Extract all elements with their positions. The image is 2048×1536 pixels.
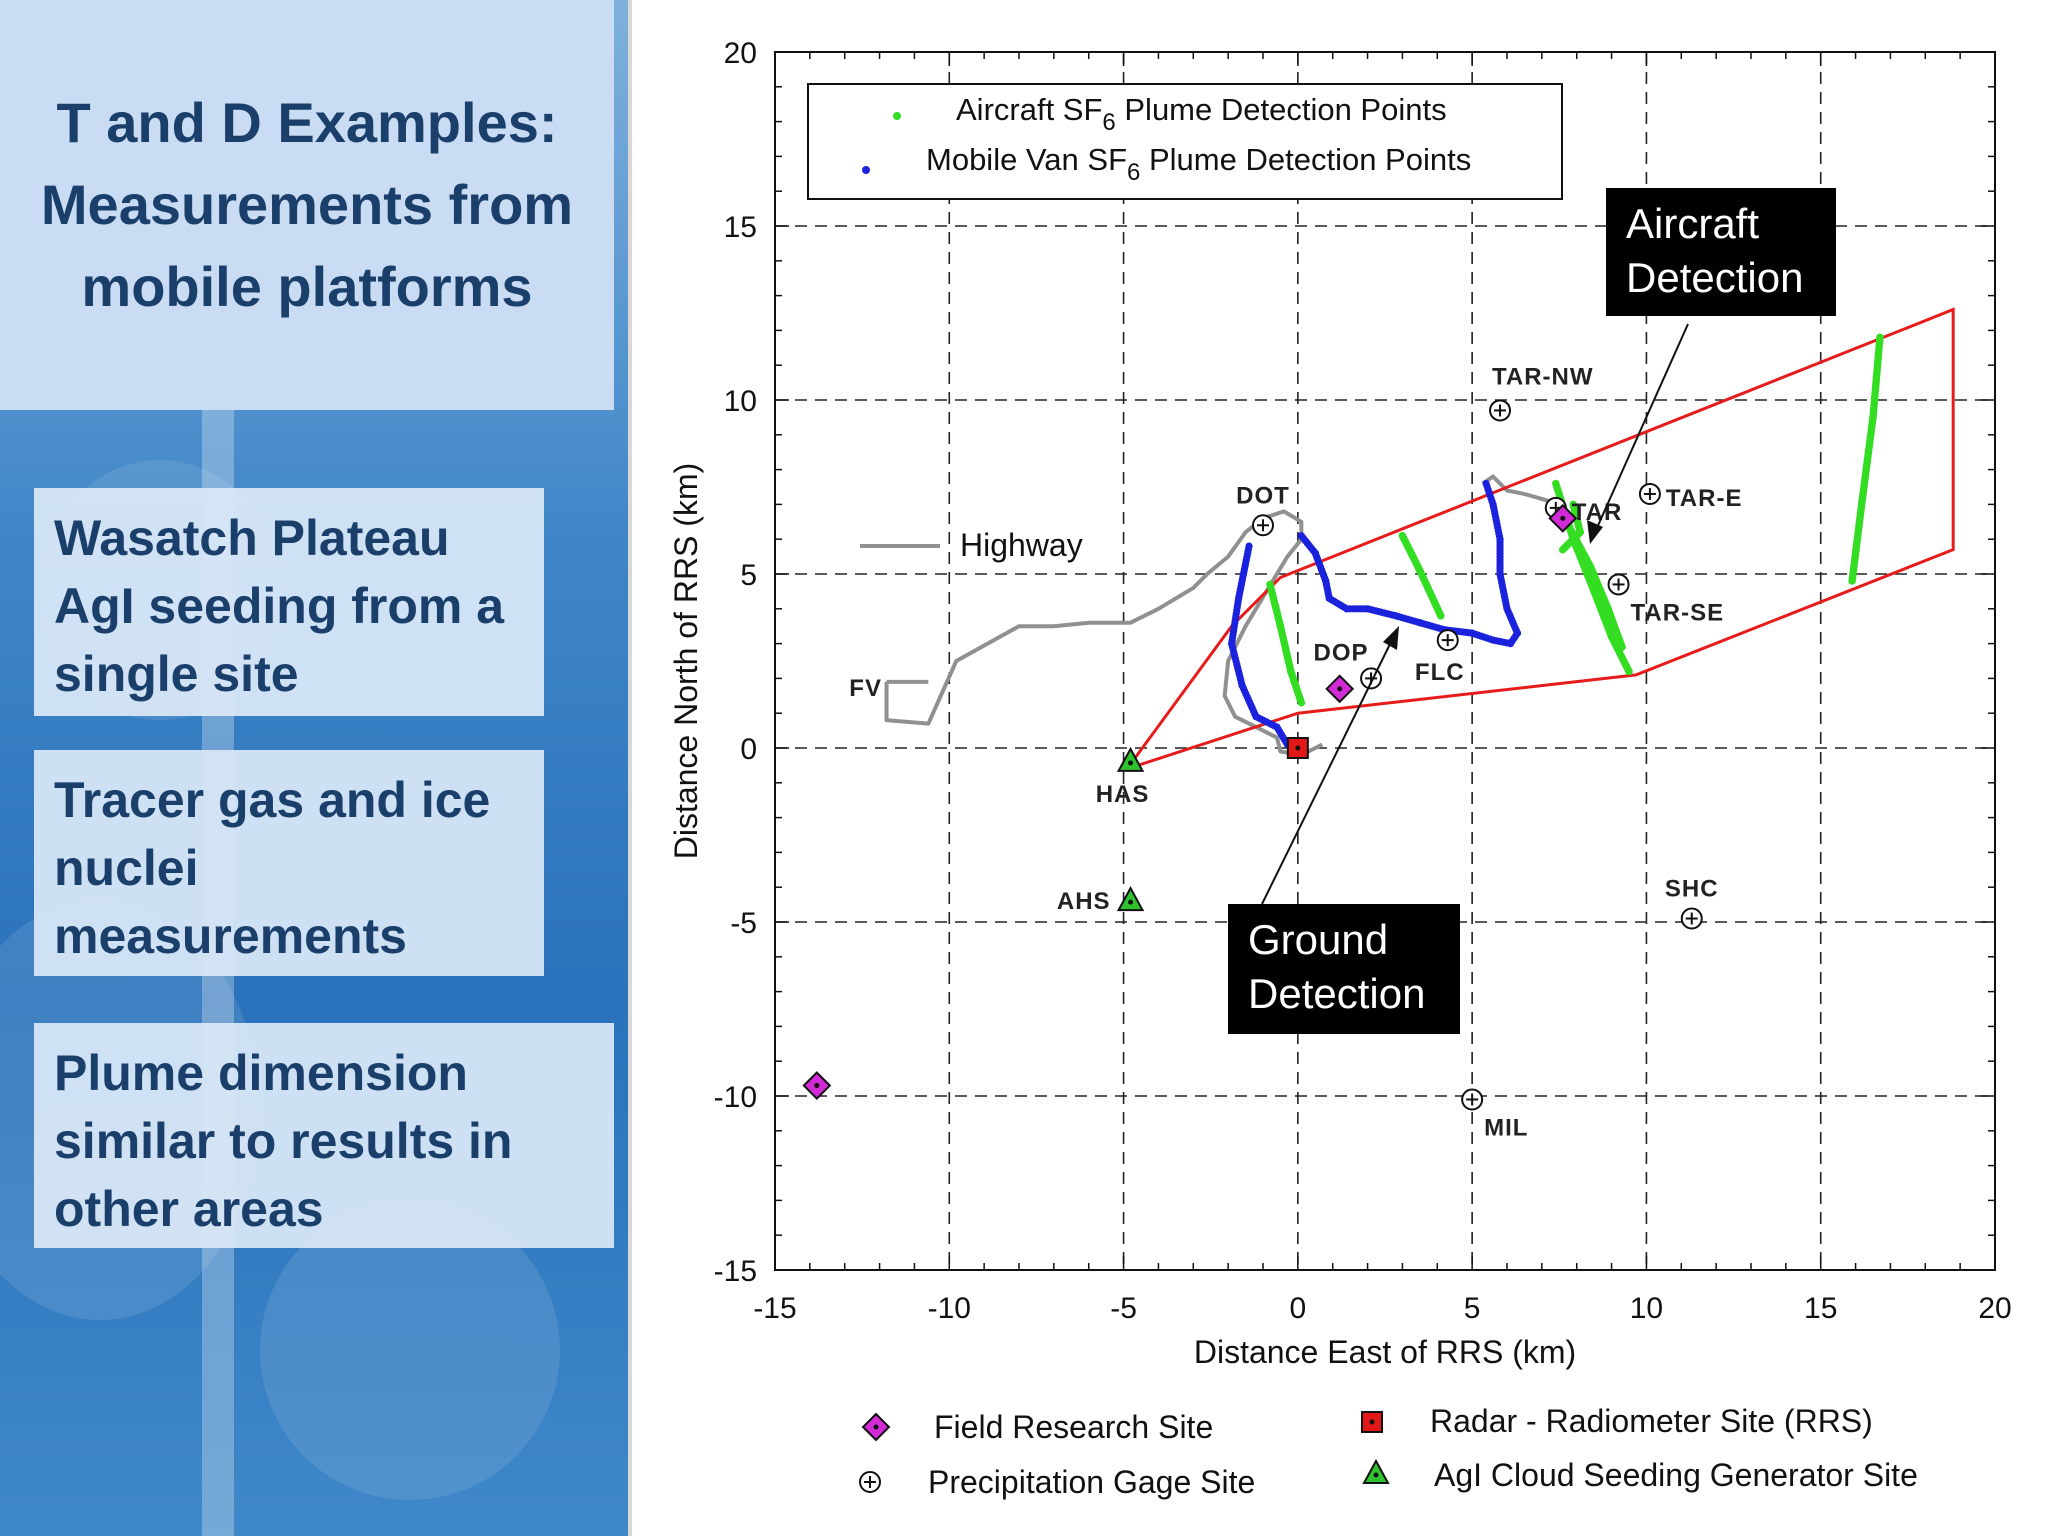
- y-tick-label: 10: [724, 385, 757, 418]
- slide-title: T and D Examples: Measurements from mobi…: [0, 0, 614, 410]
- bottom-legend-field-research-marker: [873, 1424, 879, 1430]
- site-label: TAR-E: [1666, 485, 1743, 512]
- ground-detection-annotation: Ground Detection: [1228, 904, 1460, 1034]
- x-tick-label: 5: [1464, 1292, 1481, 1325]
- bottom-legend-radar-radiometer-marker: [1369, 1419, 1375, 1425]
- bottom-legend-agi-generator-marker: [1362, 1458, 1390, 1484]
- plume-boundary-line: [1123, 307, 1955, 772]
- y-tick-label: -5: [730, 907, 757, 940]
- aircraft-detection-annotation-text: Aircraft: [1626, 200, 1759, 247]
- aircraft-detection-arrowhead: [1587, 520, 1603, 544]
- legend-label: Mobile Van SF6 Plume Detection Points: [926, 142, 1471, 186]
- bottom-legend-label: Field Research Site: [934, 1409, 1213, 1445]
- x-tick-label: -10: [928, 1292, 971, 1325]
- x-tick-label: -5: [1110, 1292, 1137, 1325]
- coral-decoration: [260, 1200, 560, 1500]
- y-tick-label: 20: [724, 37, 757, 70]
- ground-detection-annotation-text: Ground: [1248, 916, 1388, 963]
- radar-radiometer-marker: [1295, 745, 1301, 751]
- aircraft-detection-annotation-text: Detection: [1626, 254, 1803, 301]
- site-label: SHC: [1665, 876, 1719, 903]
- aircraft-detection-point: [1625, 667, 1633, 676]
- aircraft-detection-annotation: Aircraft Detection: [1606, 188, 1836, 316]
- ground-detection-arrow: [1261, 639, 1393, 905]
- aircraft-detection-arrow: [1595, 323, 1689, 531]
- agi-generator-marker: [1128, 760, 1134, 766]
- x-tick-label: 0: [1290, 1292, 1307, 1325]
- legend-label: Aircraft SF6 Plume Detection Points: [956, 92, 1447, 136]
- agi-generator-marker: [1128, 899, 1134, 905]
- ground-detection-arrowhead: [1383, 626, 1399, 650]
- left-panel: T and D Examples: Measurements from mobi…: [0, 0, 628, 1536]
- bottom-legend-agi-generator-marker: [1373, 1472, 1379, 1478]
- bullet-tracer: Tracer gas and ice nuclei measurements: [34, 750, 544, 976]
- site-label: DOP: [1314, 639, 1369, 666]
- field-research-marker: [814, 1083, 820, 1089]
- ground-detection-annotation-box: [1228, 904, 1460, 1034]
- site-label: TAR-SE: [1631, 599, 1725, 626]
- bottom-legend-label: AgI Cloud Seeding Generator Site: [1434, 1457, 1918, 1493]
- x-axis-label: Distance East of RRS (km): [1194, 1334, 1576, 1370]
- aircraft-detection-point: [1848, 577, 1856, 585]
- ground-detection-annotation-text: Detection: [1248, 970, 1425, 1017]
- x-tick-label: 15: [1804, 1292, 1837, 1325]
- aircraft-detection-annotation-box: [1606, 188, 1836, 316]
- site-label: AHS: [1057, 888, 1111, 915]
- bottom-legend-label: Precipitation Gage Site: [928, 1464, 1255, 1500]
- aircraft-detection-point: [1558, 545, 1567, 554]
- site-label: MIL: [1484, 1114, 1528, 1141]
- legend-frame: [807, 83, 1563, 200]
- bullet-plume-dimension: Plume dimension similar to results in ot…: [34, 1023, 614, 1248]
- aircraft-detection-point: [1618, 643, 1626, 651]
- highway-label: Highway: [960, 527, 1083, 563]
- x-tick-label: 10: [1630, 1292, 1663, 1325]
- bullet-seeding: Wasatch Plateau AgI seeding from a singl…: [34, 488, 544, 716]
- bottom-legend-label: Radar - Radiometer Site (RRS): [1430, 1403, 1873, 1439]
- y-tick-label: -10: [714, 1081, 757, 1114]
- legend-swatch: [893, 112, 901, 120]
- field-research-marker: [1560, 515, 1566, 521]
- y-tick-label: 5: [740, 559, 757, 592]
- site-label: TAR: [1572, 499, 1623, 526]
- y-tick-label: -15: [714, 1255, 757, 1288]
- site-label: TAR-NW: [1492, 363, 1594, 390]
- y-tick-label: 0: [740, 733, 757, 766]
- van-detection-point: [1482, 479, 1490, 488]
- site-label: FLC: [1415, 659, 1465, 686]
- site-label: FV: [849, 675, 882, 702]
- legend-swatch: [862, 166, 870, 174]
- aircraft-detection-point: [1436, 611, 1445, 620]
- agi-generator-marker: [1116, 886, 1145, 912]
- aircraft-detection-point: [1297, 698, 1306, 707]
- field-research-marker: [1337, 686, 1343, 692]
- site-label: HAS: [1096, 781, 1150, 808]
- y-tick-label: 15: [724, 211, 757, 244]
- y-axis-label: Distance North of RRS (km): [668, 463, 704, 860]
- panel-divider: [628, 0, 632, 1536]
- plot-frame: [774, 51, 1996, 1271]
- agi-generator-marker: [1116, 746, 1145, 772]
- site-label: DOT: [1236, 482, 1290, 509]
- x-tick-label: 20: [1978, 1292, 2011, 1325]
- chart-legend: Aircraft SF6 Plume Detection Points Mobil…: [807, 83, 1563, 200]
- x-tick-label: -15: [753, 1292, 796, 1325]
